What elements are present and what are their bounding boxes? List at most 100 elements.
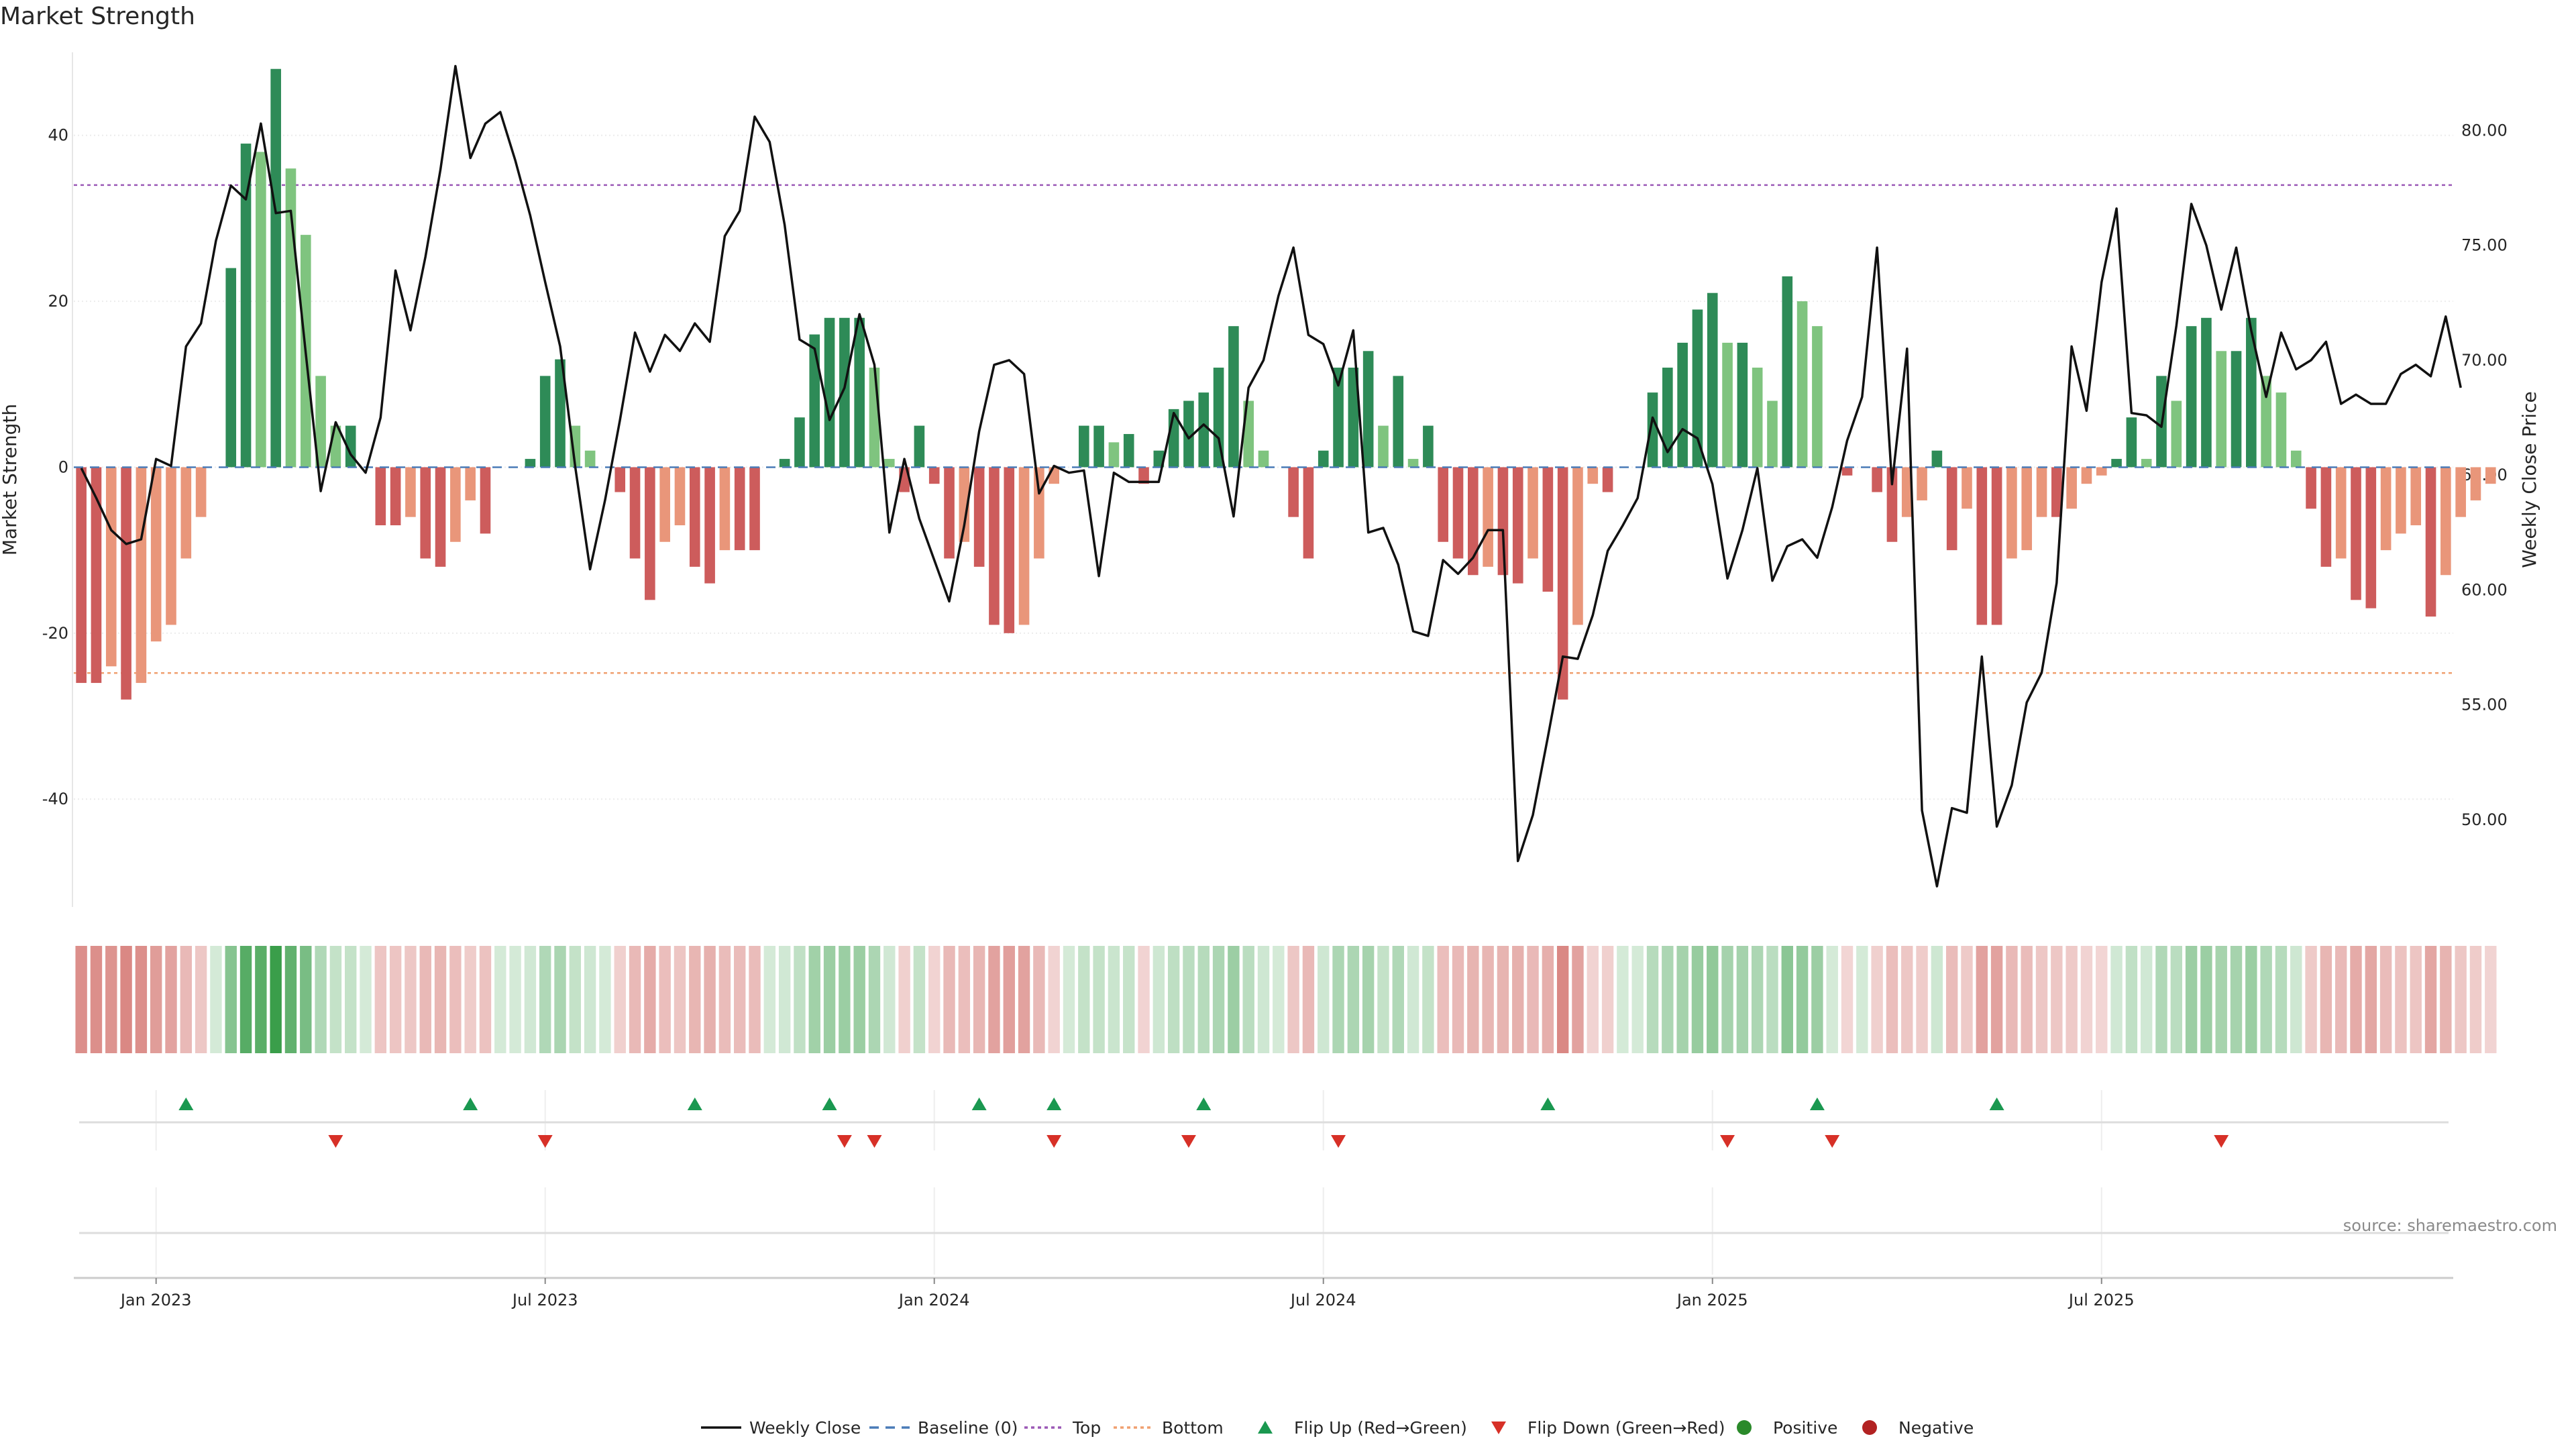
heat-cell [1841, 946, 1854, 1053]
legend-bottom-label: Bottom [1162, 1418, 1224, 1438]
heat-cell [1347, 946, 1360, 1053]
legend-negative-swatch [1862, 1420, 1877, 1435]
heat-cell [105, 946, 117, 1053]
heat-cell [270, 946, 282, 1053]
strength-bar [749, 467, 760, 551]
strength-bar [1752, 368, 1763, 468]
heat-cell [1093, 946, 1105, 1053]
strength-bar [2096, 467, 2107, 476]
strength-bar [1962, 467, 1972, 509]
heat-cell [2006, 946, 2018, 1053]
heat-cell [584, 946, 596, 1053]
strength-bar [794, 417, 805, 468]
strength-bar [989, 467, 1000, 625]
heat-cell [1318, 946, 1330, 1053]
flip-up-marker [1046, 1097, 1062, 1110]
strength-bar [1468, 467, 1479, 576]
strength-bar [973, 467, 985, 567]
x-tick-label: Jul 2025 [2068, 1291, 2135, 1309]
flip-down-marker [1825, 1135, 1840, 1148]
heat-cell [2350, 946, 2362, 1053]
strength-bar [2335, 467, 2347, 559]
strength-bar [1991, 467, 2002, 625]
strength-bar [256, 152, 266, 468]
x-tick-label: Jan 2025 [1676, 1291, 1748, 1309]
heat-cell [1063, 946, 1075, 1053]
heat-cell [1482, 946, 1494, 1053]
heat-cell [1587, 946, 1599, 1053]
heat-cell [1512, 946, 1524, 1053]
flip-down-marker [1046, 1135, 1062, 1148]
heat-cell [2290, 946, 2302, 1053]
heat-cell [1556, 946, 1569, 1053]
heat-cell [718, 946, 731, 1053]
heat-cell [2275, 946, 2288, 1053]
heat-cell [315, 946, 327, 1053]
heat-cell [599, 946, 611, 1053]
heat-cell [2200, 946, 2212, 1053]
legend-flip-down-swatch [1491, 1421, 1506, 1434]
right-tick-label: 55.00 [2461, 696, 2508, 714]
strength-bar [1438, 467, 1449, 542]
strength-bar [2485, 467, 2496, 484]
heat-cell [1646, 946, 1659, 1053]
strength-bar [2081, 467, 2092, 484]
heat-cell [2320, 946, 2332, 1053]
heat-cell [853, 946, 865, 1053]
x-tick-label: Jan 2023 [119, 1291, 192, 1309]
strength-bar [928, 467, 940, 484]
heat-cell [1572, 946, 1584, 1053]
x-tick-label: Jul 2023 [511, 1291, 578, 1309]
strength-bar [1782, 276, 1793, 468]
strength-bar [240, 144, 252, 468]
heat-cell [1018, 946, 1030, 1053]
strength-bar [883, 459, 895, 468]
strength-bar [1183, 400, 1194, 468]
strength-bar [659, 467, 670, 542]
right-tick-label: 60.00 [2461, 580, 2508, 599]
flip-down-marker [837, 1135, 852, 1148]
heat-cell [2215, 946, 2227, 1053]
strength-bar [734, 467, 745, 551]
heat-cell [1766, 946, 1778, 1053]
heat-cell [1542, 946, 1554, 1053]
source-note: source: sharemaestro.com [2343, 1216, 2557, 1235]
strength-bar [1288, 467, 1299, 517]
heat-cell [1197, 946, 1210, 1053]
heat-cell [419, 946, 431, 1053]
heat-cell [823, 946, 836, 1053]
heat-cell [1407, 946, 1419, 1053]
strength-bar [2126, 417, 2137, 468]
heat-cell [913, 946, 926, 1053]
strength-bar [854, 317, 865, 468]
heat-cell [2455, 946, 2467, 1053]
strength-bar [2171, 400, 2182, 468]
heat-cell [2035, 946, 2048, 1053]
flip-down-marker [1331, 1135, 1346, 1148]
heat-cell [659, 946, 671, 1053]
flip-up-marker [971, 1097, 987, 1110]
strength-bar [2425, 467, 2436, 617]
flip-up-marker [1809, 1097, 1825, 1110]
strength-bar [839, 317, 850, 468]
strength-bar [1049, 467, 1059, 484]
strength-bar [1034, 467, 1044, 559]
heat-cell [239, 946, 252, 1053]
strength-bar [704, 467, 715, 584]
strength-bar [719, 467, 731, 551]
heat-cell [1781, 946, 1793, 1053]
strength-bar [1542, 467, 1554, 592]
heat-cell [943, 946, 955, 1053]
flip-down-marker [867, 1135, 882, 1148]
strength-bar [525, 459, 536, 468]
heat-cell [1003, 946, 1015, 1053]
strength-bar [180, 467, 192, 559]
heat-cell [1242, 946, 1254, 1053]
strength-bar [1512, 467, 1523, 584]
heat-cell [629, 946, 641, 1053]
strength-bar [2006, 467, 2017, 559]
strength-bar [1198, 392, 1210, 468]
strength-bar [405, 467, 416, 517]
heat-cell [1392, 946, 1404, 1053]
